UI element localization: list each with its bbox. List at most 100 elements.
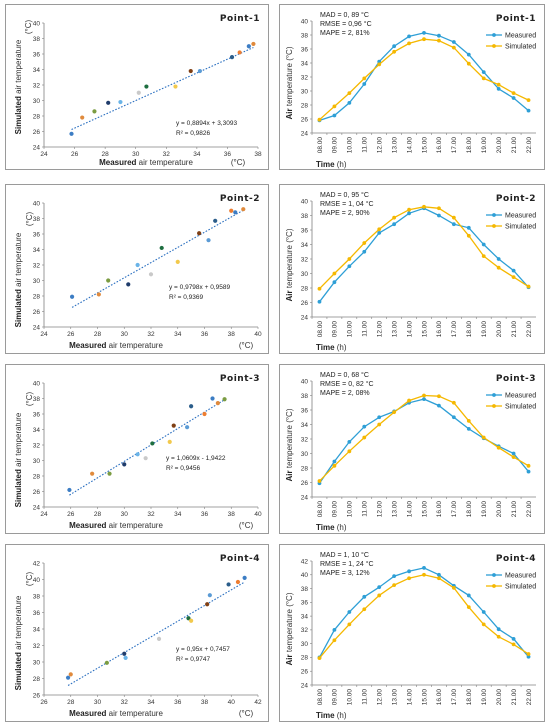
series-point-simulated <box>481 76 486 81</box>
trend-line <box>71 46 254 131</box>
scatter-chart-point-2: Point-2 y = 0,9798x + 0,9589 R² = 0,9369… <box>14 194 262 350</box>
series-point-simulated <box>496 445 501 450</box>
x-axis-label: Measured air temperature <box>69 521 163 530</box>
y-axis-label: Simulated air temperature <box>14 595 23 690</box>
series-point-measured <box>332 113 337 118</box>
x-axis-label-bold: Measured <box>69 521 106 530</box>
series-point-simulated <box>407 576 411 581</box>
y-tick-label: 28 <box>33 113 41 120</box>
y-tick-label: 34 <box>301 60 309 67</box>
data-point <box>246 44 251 49</box>
series-point-simulated <box>496 265 501 270</box>
legend-swatch-marker <box>492 44 496 48</box>
data-point <box>229 55 235 60</box>
panel-title: Point-1 <box>220 14 260 24</box>
y-tick-label: 36 <box>33 610 41 617</box>
x-tick-label: 11.00 <box>362 137 369 153</box>
series-point-measured <box>526 108 531 113</box>
y-tick-label: 24 <box>301 494 309 501</box>
x-tick-label: 24 <box>40 331 48 338</box>
series-point-measured <box>496 627 501 632</box>
x-tick-label: 18.00 <box>466 321 473 338</box>
series-line-simulated <box>319 394 529 482</box>
y-tick-label: 28 <box>33 473 41 480</box>
legend-label: Simulated <box>505 43 536 50</box>
y-tick-label: 40 <box>301 378 309 385</box>
x-tick-label: 14.00 <box>406 321 413 338</box>
line-chart-point-3: Point-3 MAD = 0, 68 °C RMSE = 0, 82 °C M… <box>285 371 536 532</box>
series-point-simulated <box>496 634 501 639</box>
data-point <box>135 452 140 457</box>
series-point-measured <box>526 469 531 474</box>
x-tick-label: 13.00 <box>391 321 398 338</box>
series-point-simulated <box>347 91 352 95</box>
y-axis-label-bold: Air <box>285 654 294 665</box>
x-tick-label: 09.00 <box>332 689 339 706</box>
x-tick-label: 13.00 <box>391 137 398 154</box>
y-tick-label: 38 <box>301 393 309 400</box>
scatter-chart-point-1: Point-1 y = 0,8894x + 3,3093 R² = 0,9826… <box>14 14 262 167</box>
x-tick-label: 17.00 <box>451 137 458 154</box>
data-point <box>107 471 112 476</box>
legend-swatch-marker <box>492 404 496 408</box>
series-point-simulated <box>437 206 441 211</box>
y-tick-label: 42 <box>33 560 41 567</box>
series-point-measured <box>511 636 516 641</box>
y-tick-label: 30 <box>301 641 309 648</box>
x-tick-label: 14.00 <box>406 137 413 154</box>
x-tick-label: 34 <box>193 151 201 158</box>
series-point-simulated <box>332 463 337 468</box>
scatter-chart-point-4: Point-4 y = 0,95x + 0,7457 R² = 0,9747 M… <box>14 554 262 718</box>
x-tick-label: 28 <box>67 699 75 706</box>
series-point-measured <box>347 440 352 444</box>
y-axis-label-rest: temperature (°C) <box>285 592 294 652</box>
data-point <box>210 396 215 401</box>
data-point <box>202 411 207 417</box>
line-chart-point-4: Point-4 MAD = 1, 10 °C RMSE = 1, 24 °C M… <box>285 551 536 720</box>
data-point <box>167 439 172 444</box>
x-tick-label: 19.00 <box>481 501 488 518</box>
x-tick-label: 11.00 <box>362 321 369 337</box>
x-axis-label: Measured air temperature <box>99 158 193 167</box>
data-point <box>226 582 231 587</box>
series-point-measured <box>466 52 471 57</box>
series-point-simulated <box>317 479 322 483</box>
series-point-measured <box>377 231 382 235</box>
mad-value: MAD = 0, 95 °C <box>320 191 369 199</box>
y-tick-label: 40 <box>33 200 41 207</box>
x-tick-label: 17.00 <box>451 689 458 706</box>
y-tick-label: 32 <box>33 262 41 269</box>
line-panel-point-3: Point-3 MAD = 0, 68 °C RMSE = 0, 82 °C M… <box>279 364 545 534</box>
x-tick-label: 30 <box>121 331 129 338</box>
x-axis-unit: (°C) <box>239 521 254 530</box>
x-tick-label: 11.00 <box>362 689 369 705</box>
y-tick-label: 32 <box>33 82 41 89</box>
y-tick-label: 28 <box>301 102 309 109</box>
series-point-measured <box>347 101 352 105</box>
series-point-measured <box>496 257 501 261</box>
y-tick-label: 30 <box>301 88 309 95</box>
x-tick-label: 28 <box>94 331 102 338</box>
y-tick-label: 32 <box>301 436 309 443</box>
series-point-simulated <box>481 622 486 627</box>
x-tick-label: 22.00 <box>526 689 533 706</box>
y-axis-label: Air temperature (°C) <box>285 46 294 119</box>
scatter-panel-point-1: Point-1 y = 0,8894x + 3,3093 R² = 0,9826… <box>5 4 269 170</box>
x-tick-label: 09.00 <box>332 137 339 154</box>
x-tick-label: 16.00 <box>436 501 443 518</box>
mad-value: MAD = 1, 10 °C <box>320 551 369 559</box>
y-tick-label: 26 <box>301 116 309 123</box>
series-line-simulated <box>319 574 529 659</box>
series-point-measured <box>332 280 337 285</box>
series-point-simulated <box>481 254 486 258</box>
y-tick-label: 42 <box>301 558 309 565</box>
y-tick-label: 36 <box>301 600 309 607</box>
x-axis-label-rest: air temperature <box>109 341 164 350</box>
data-point <box>67 487 72 493</box>
series-point-simulated <box>362 435 367 440</box>
series-point-measured <box>466 593 471 598</box>
x-tick-label: 22.00 <box>526 501 533 518</box>
scatter-panel-point-2: Point-2 y = 0,9798x + 0,9589 R² = 0,9369… <box>5 184 269 354</box>
x-tick-label: 10.00 <box>347 689 354 706</box>
series-point-measured <box>407 569 411 574</box>
